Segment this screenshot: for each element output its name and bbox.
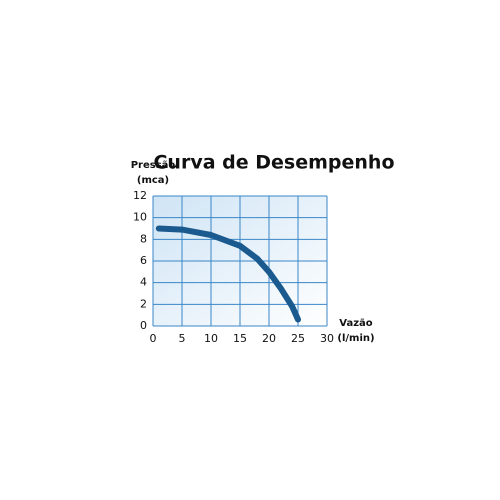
y-tick-label: 6 xyxy=(140,254,147,267)
y-tick-label: 8 xyxy=(140,232,147,245)
x-tick-label: 30 xyxy=(320,332,334,345)
y-tick-label: 0 xyxy=(140,319,147,332)
y-tick-label: 2 xyxy=(140,297,147,310)
y-tick-label: 10 xyxy=(133,211,147,224)
x-tick-label: 5 xyxy=(179,332,186,345)
x-tick-label: 15 xyxy=(233,332,247,345)
x-tick-label: 20 xyxy=(262,332,276,345)
x-tick-label: 0 xyxy=(150,332,157,345)
x-tick-label: 25 xyxy=(291,332,305,345)
x-axis-unit: (l/min) xyxy=(337,333,374,344)
y-axis-unit: (mca) xyxy=(137,175,169,186)
chart-title: Curva de Desempenho xyxy=(153,152,394,174)
x-tick-label: 10 xyxy=(204,332,218,345)
y-tick-label: 12 xyxy=(133,189,147,202)
y-tick-label: 4 xyxy=(140,276,147,289)
data-line xyxy=(155,225,301,323)
x-axis-label: Vazão xyxy=(339,318,373,329)
y-axis-label: Pressão xyxy=(131,160,176,171)
